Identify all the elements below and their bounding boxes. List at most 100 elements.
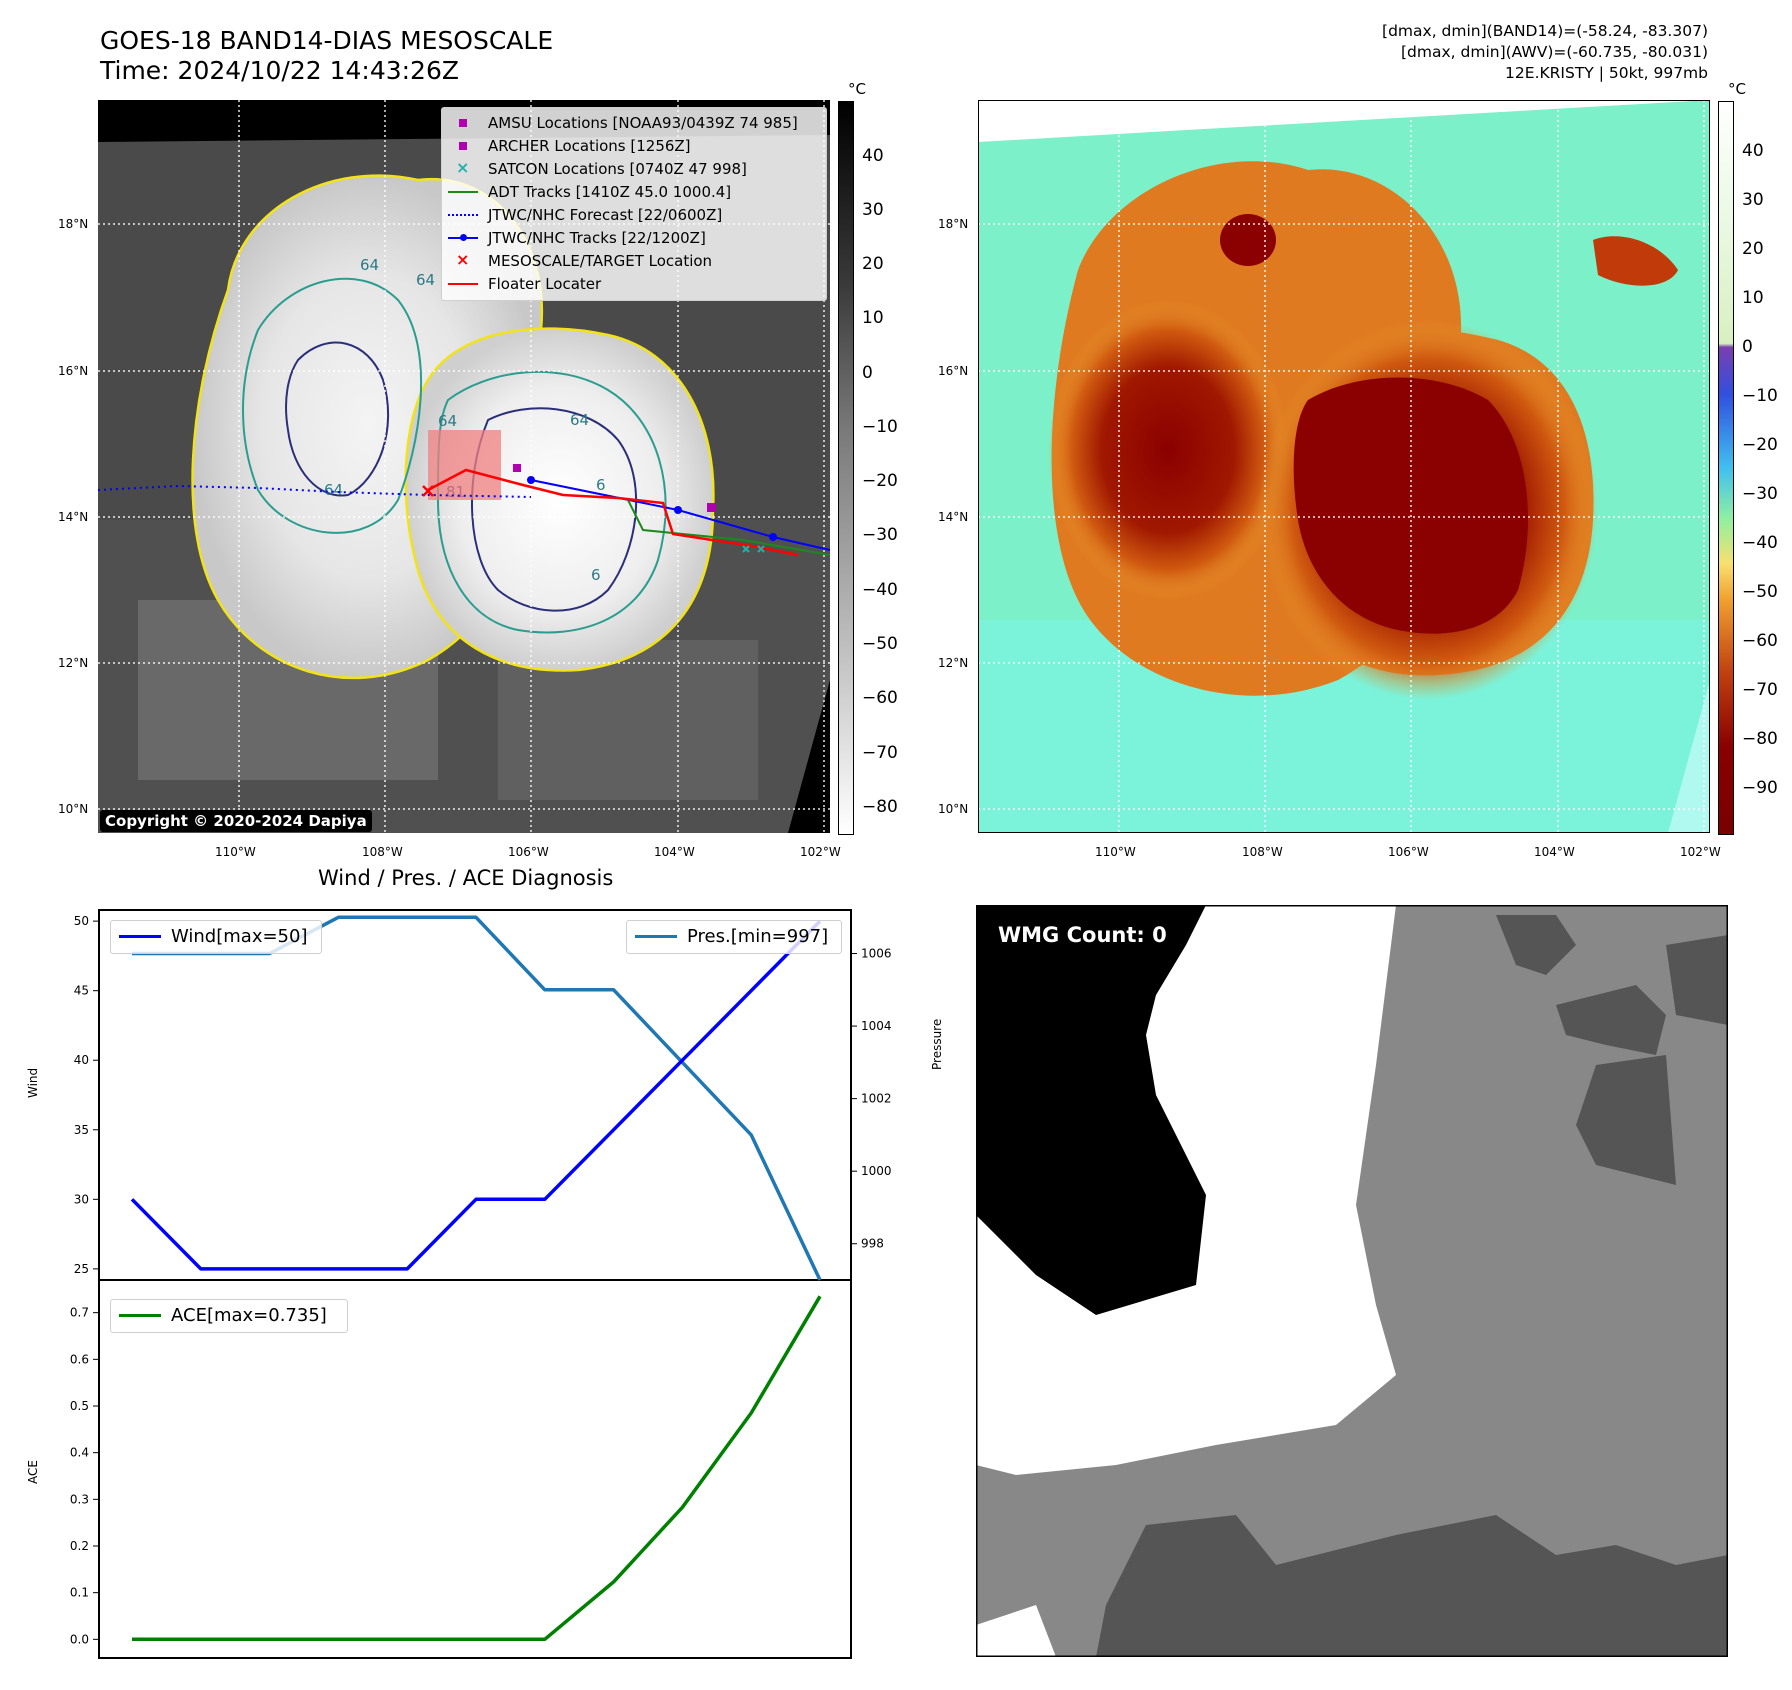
ir-colorbar-tick: 0 [862,363,873,383]
ir-colorbar-tick: 30 [862,200,884,220]
lon-label: 102°W [1680,845,1721,859]
contour-label: 6 [596,476,606,494]
wind-axis-label: Wind [26,1067,40,1098]
y-tick-label: 45 [74,984,89,998]
lat-label: 14°N [58,510,89,524]
color-colorbar-tick: 10 [1742,288,1764,308]
y-tick-label: 35 [74,1123,89,1137]
y2-tick-label: 1002 [861,1092,892,1106]
y-tick-label: 0.3 [70,1492,89,1506]
lat-label: 16°N [938,364,969,378]
lon-label: 106°W [508,845,549,859]
enhanced-ir-map [978,100,1710,833]
ir-colorbar-tick: −10 [862,417,898,437]
pressure-line-swatch [635,935,677,938]
legend-entry-target: × MESOSCALE/TARGET Location [456,250,713,270]
legend-entry-tracks: JTWC/NHC Tracks [22/1200Z] [442,227,706,249]
lon-label: 104°W [1534,845,1575,859]
wind-legend-label: Wind[max=50] [171,926,308,947]
y-tick-label: 50 [74,914,89,928]
lat-label: 12°N [58,656,89,670]
lat-label: 12°N [938,656,969,670]
contour-label: 6 [591,566,601,584]
legend-entry-forecast: JTWC/NHC Forecast [22/0600Z] [442,204,722,226]
contour-label: 64 [360,256,379,274]
lon-label: 104°W [654,845,695,859]
color-colorbar-tick: 0 [1742,337,1753,357]
ir-colorbar-tick: 20 [862,254,884,274]
y-tick-label: 0.5 [70,1399,89,1413]
legend-entry-amsu: AMSU Locations [NOAA93/0439Z 74 985] [442,112,798,134]
ace-legend-label: ACE[max=0.735] [171,1305,327,1326]
legend-entry-satcon: × SATCON Locations [0740Z 47 998] [456,158,747,178]
color-colorbar-tick: −80 [1742,729,1778,749]
lon-label: 110°W [215,845,256,859]
diagnosis-title: Wind / Pres. / ACE Diagnosis [318,866,614,890]
dmax-dmin-awv: [dmax, dmin](AWV)=(-60.735, -80.031) [1401,43,1708,61]
legend-entry-adt: ADT Tracks [1410Z 45.0 1000.4] [442,181,731,203]
storm-summary: 12E.KRISTY | 50kt, 997mb [1505,64,1708,82]
color-colorbar-unit: °C [1728,80,1746,98]
wind-legend: Wind[max=50] [110,920,322,954]
color-colorbar-tick: 30 [1742,190,1764,210]
y2-tick-label: 1000 [861,1164,892,1178]
color-colorbar-tick: −50 [1742,582,1778,602]
ir-colorbar-tick: 10 [862,308,884,328]
ace-axis-label: ACE [26,1460,40,1484]
line-swatch-icon [448,283,478,285]
y2-tick-label: 1004 [861,1019,892,1033]
y-tick-label: 0.7 [70,1306,89,1320]
color-colorbar-tick: 20 [1742,239,1764,259]
x-marker-icon: × [456,250,470,269]
axes-frame [98,1279,852,1659]
lat-label: 18°N [58,217,89,231]
ir-colorbar [838,101,854,835]
contour-label: 64 [416,271,435,289]
legend-entry-archer: ARCHER Locations [1256Z] [442,135,691,157]
contour-label: 64 [570,411,589,429]
color-colorbar [1718,101,1734,835]
x-marker-icon: × [456,158,470,177]
lon-label: 110°W [1095,845,1136,859]
ir-colorbar-tick: −70 [862,743,898,763]
contour-label: 64 [438,412,457,430]
square-marker-icon [459,119,467,127]
y-tick-label: 25 [74,1262,89,1276]
color-colorbar-tick: −30 [1742,484,1778,504]
lat-label: 14°N [938,510,969,524]
y-tick-label: 0.1 [70,1586,89,1600]
color-colorbar-tick: −90 [1742,778,1778,798]
color-colorbar-tick: −10 [1742,386,1778,406]
pressure-legend: Pres.[min=997] [626,920,842,954]
wind-line-swatch [119,935,161,938]
pressure-series-line [132,915,822,1281]
lon-label: 102°W [800,845,841,859]
ace-series-line [132,1295,822,1642]
pressure-legend-label: Pres.[min=997] [687,926,829,947]
map-legend: AMSU Locations [NOAA93/0439Z 74 985] ARC… [441,107,827,301]
ace-legend: ACE[max=0.735] [110,1299,348,1333]
figure-title-line1: GOES-18 BAND14-DIAS MESOSCALE [100,26,554,55]
y-tick-label: 0.0 [70,1632,89,1646]
dotted-line-icon [448,214,478,216]
y-tick-label: 30 [74,1192,89,1206]
figure-title-line2: Time: 2024/10/22 14:43:26Z [100,56,459,85]
lat-label: 10°N [58,802,89,816]
color-colorbar-tick: −60 [1742,631,1778,651]
ir-colorbar-tick: 40 [862,146,884,166]
ir-colorbar-tick: −50 [862,634,898,654]
axes-frame [98,909,852,1281]
wmg-grid [976,905,1728,1657]
color-colorbar-tick: −40 [1742,533,1778,553]
lat-label: 10°N [938,802,969,816]
lon-label: 108°W [1242,845,1283,859]
line-swatch-icon [448,191,478,193]
diagnosis-chart: 50 45 40 35 30 25 1006 1004 1002 1000 998 0.7 0.6 0.5… [70,909,892,1659]
lat-label: 18°N [938,217,969,231]
ir-colorbar-unit: °C [848,80,866,98]
lon-label: 108°W [362,845,403,859]
y-tick-label: 0.2 [70,1539,89,1553]
ir-colorbar-tick: −40 [862,580,898,600]
wind-series-line [130,919,822,1271]
lon-label: 106°W [1388,845,1429,859]
